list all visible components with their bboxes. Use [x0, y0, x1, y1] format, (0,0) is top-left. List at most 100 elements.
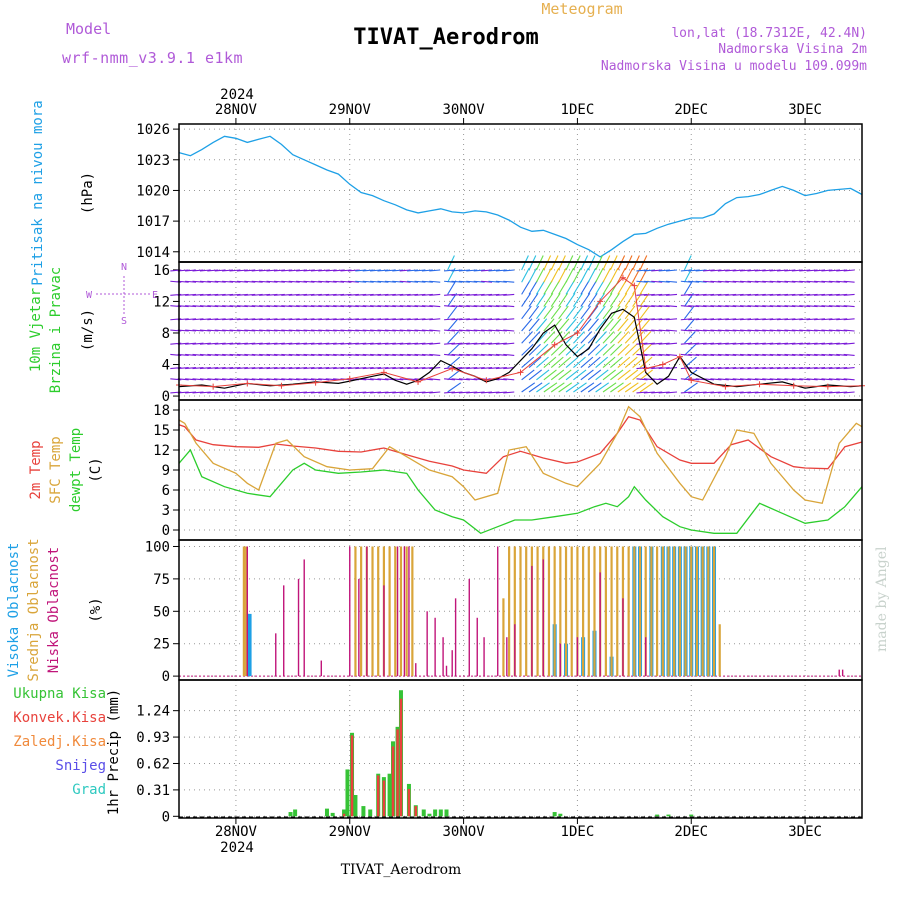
wind-arrow [836, 269, 848, 272]
wind-arrow [725, 269, 737, 272]
wind-arrow [595, 305, 606, 320]
wind-arrow [333, 293, 345, 296]
wind-arrow [624, 280, 634, 295]
gust-marker [278, 382, 285, 389]
wind-arrow [799, 342, 811, 345]
gust-marker [642, 365, 649, 372]
cloud-bar-niska-oblacnost [622, 598, 624, 677]
wind-arrow [251, 367, 263, 370]
cloud-bar-srednja-oblacnost [644, 546, 647, 677]
wind-arrow [296, 329, 308, 332]
wind-arrow [414, 269, 426, 272]
wind-arrow [587, 356, 601, 369]
wind-arrow [602, 293, 613, 307]
wind-arrow [762, 353, 774, 356]
wind-arrow [384, 269, 396, 272]
wind-arrow [828, 293, 840, 296]
gust-marker [449, 365, 456, 372]
wind-arrow [550, 305, 562, 320]
x-tick-label-bottom: 1DEC [561, 824, 595, 840]
wind-arrow [565, 369, 579, 381]
wind-arrow [587, 343, 601, 356]
pressure-line [178, 135, 863, 258]
wind-arrow [643, 280, 655, 283]
x-tick-label-top: 29NOV [329, 102, 372, 118]
wind-arrow [806, 367, 818, 370]
wind-arrow [703, 367, 715, 370]
wind-arrow [185, 269, 197, 272]
wind-arrow [703, 391, 715, 394]
wind-arrow [495, 329, 507, 332]
precip-bar-ukupna-kisa [345, 769, 350, 817]
wind-arrow [222, 293, 234, 296]
wind-arrow [617, 318, 629, 332]
wind-arrow [377, 378, 389, 381]
wind-arrow [266, 269, 278, 272]
wind-arrow [617, 356, 631, 369]
wind-arrow [444, 342, 456, 345]
wind-arrow [503, 269, 515, 272]
y-tick-label: 4 [162, 358, 170, 374]
wind-arrow [207, 342, 219, 345]
wind-arrow [325, 305, 337, 308]
cloud-bar-srednja-oblacnost [667, 546, 670, 677]
wind-arrow [392, 318, 404, 321]
wind-arrow [651, 367, 663, 370]
wind-arrow [565, 280, 575, 295]
wind-arrow [229, 293, 241, 296]
gust-marker [597, 298, 604, 305]
wind-arrow [813, 305, 826, 308]
wind-arrow [680, 269, 692, 272]
wind-arrow [684, 369, 698, 381]
wind-arrow [340, 318, 352, 321]
wind-arrow [769, 367, 781, 370]
wind-arrow [791, 318, 803, 321]
wind-arrow [740, 293, 752, 296]
wind-arrow [666, 293, 678, 296]
wind-arrow [602, 356, 616, 369]
wind-arrow [762, 318, 774, 321]
wind-arrow [636, 280, 648, 283]
wind-arrow [229, 318, 241, 321]
wind-arrow [587, 318, 599, 332]
wind-arrow [791, 391, 803, 394]
wind-arrow [303, 378, 315, 381]
wind-arrow [192, 280, 204, 283]
wind-arrow [609, 293, 620, 307]
wind-arrow [266, 391, 278, 394]
wind-arrow [602, 318, 614, 332]
wind-arrow [473, 391, 485, 394]
wind-arrow [813, 293, 826, 296]
gust-marker [659, 361, 666, 368]
wind-arrow [473, 280, 485, 283]
wind-arrow [806, 378, 818, 381]
precip-bar-konvek-kisa [382, 780, 386, 817]
wind-arrow [740, 391, 752, 394]
temp2m-ylabel: 2m Temp [28, 440, 44, 499]
wind-arrow [207, 269, 219, 272]
wind-arrow [273, 367, 285, 370]
wind-arrow [595, 369, 609, 381]
wind-ylabel-2: Brzina i Pravac [48, 267, 64, 393]
wind-arrow [458, 269, 470, 272]
wind-arrow [318, 342, 330, 345]
y-tick-label: 0 [162, 523, 170, 539]
cloud-bar-niska-oblacnost [476, 617, 478, 677]
wind-arrow [325, 342, 337, 345]
wind-arrow [725, 305, 737, 308]
x-tick-label-bottom: 3DEC [788, 824, 822, 840]
wind-arrow [799, 269, 811, 272]
cloud-bar-niska-oblacnost [645, 637, 647, 677]
cloud-bar-niska-oblacnost [297, 578, 300, 677]
cloud-bar-niska-oblacnost [246, 546, 248, 677]
wind-arrow [244, 269, 256, 272]
wind-arrow [288, 378, 300, 381]
wind-arrow [325, 280, 337, 283]
cloud-bar-niska-oblacnost [415, 663, 417, 677]
wind-arrow [355, 293, 367, 296]
wind-arrow [643, 391, 655, 394]
precip-bar-ukupna-kisa [421, 809, 426, 817]
wind-arrow [703, 329, 715, 332]
wind-arrow [355, 367, 367, 370]
wind-arrow [710, 293, 722, 296]
